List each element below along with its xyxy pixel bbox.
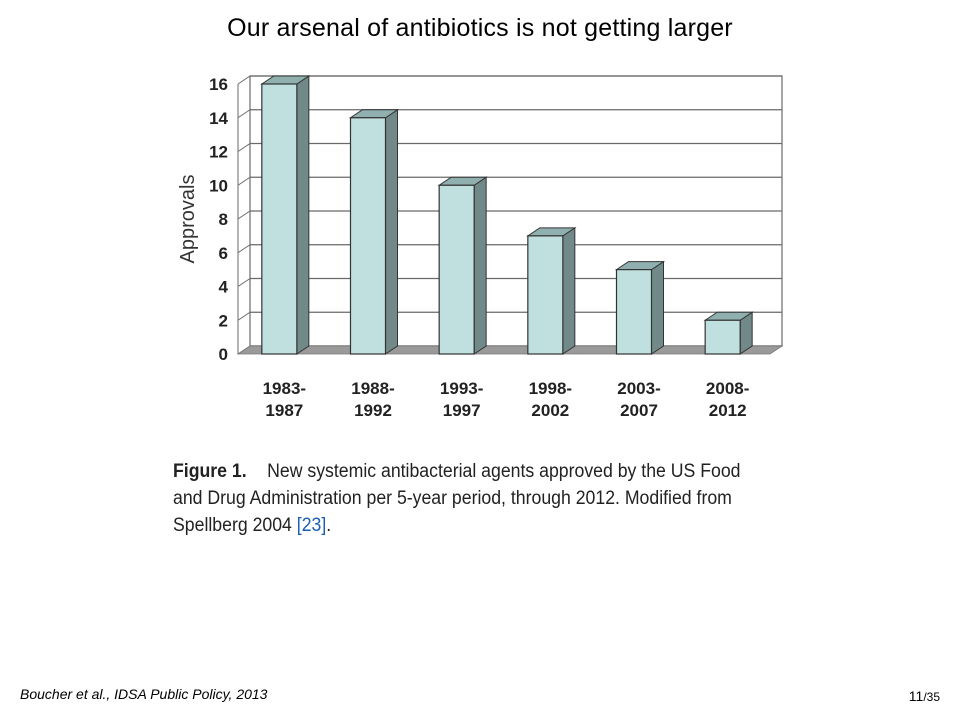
bar-side [651,260,664,355]
page-total: /35 [923,690,940,704]
x-tick-label: 1987 [265,401,303,420]
grid-line-diagonal [237,210,251,220]
bar [526,226,577,355]
bar-side [296,75,310,355]
grid-line-diagonal [237,109,251,119]
page-current: 11 [908,688,924,704]
grid-line-diagonal [237,311,251,321]
x-tick-label: 2002 [531,401,569,420]
y-tick-label: 6 [219,244,228,263]
source-citation: Boucher et al., IDSA Public Policy, 2013 [20,686,268,702]
bar-side [562,226,576,355]
x-tick-label: 1997 [443,401,481,420]
y-tick-label: 4 [219,278,229,297]
page-number: 11/35 [909,688,940,704]
bar-side [473,176,487,355]
y-tick-label: 16 [209,75,228,94]
bar-side [385,108,398,355]
bar [437,176,488,355]
y-tick-label: 8 [219,210,228,229]
floor [236,345,784,355]
slide-title: Our arsenal of antibiotics is not gettin… [227,14,733,42]
reference-link[interactable]: [23] [296,515,327,536]
x-tick-label: 1988- [351,379,394,398]
grid-line-diagonal [237,176,251,186]
x-tick-label: 2007 [620,401,658,420]
caption-text: New systemic antibacterial agents approv… [173,461,741,536]
bar [260,75,311,355]
grid-line-diagonal [237,143,251,152]
y-tick-label: 12 [209,143,228,162]
chart-floor [236,345,784,355]
grid-lines [237,75,783,355]
x-tick-label: 1983- [263,379,306,398]
x-tick-label: 1993- [440,379,483,398]
x-tick-label: 1998- [529,379,572,398]
bar [703,311,754,355]
y-tick-label: 0 [219,345,228,364]
bar [614,260,666,355]
bar [348,108,400,355]
grid-line-diagonal [237,244,251,254]
bar-front [527,235,564,355]
x-tick-label: 2008- [706,379,749,398]
grid-line-diagonal [237,278,251,287]
x-tick-label: 1992 [354,401,392,420]
y-axis-label: Approvals [177,175,199,264]
y-tick-label: 10 [209,176,228,195]
bar-chart: 0 2 4 6 8 10 12 14 16 1983- 1987 1988- 1992 1993- 199… [177,75,784,420]
figure-label: Figure 1. [173,461,247,482]
y-tick-label: 2 [219,311,228,330]
y-tick-labels: 0 2 4 6 8 10 12 14 16 [209,75,228,364]
bar-front [615,269,653,355]
bar-front [438,184,475,355]
x-tick-label: 2003- [617,379,660,398]
bars [260,75,754,355]
caption-end: . [326,515,332,536]
grid-line-diagonal [237,75,251,85]
bar-front [261,83,298,355]
y-tick-label: 14 [209,109,228,128]
figure-caption: Figure 1. New systemic antibacterial agen… [173,458,754,539]
x-tick-label: 2012 [709,401,747,420]
x-tick-labels: 1983- 1987 1988- 1992 1993- 1997 1998- 2002 2003… [263,379,750,420]
bar-front [704,319,741,355]
bar-front [349,117,387,355]
